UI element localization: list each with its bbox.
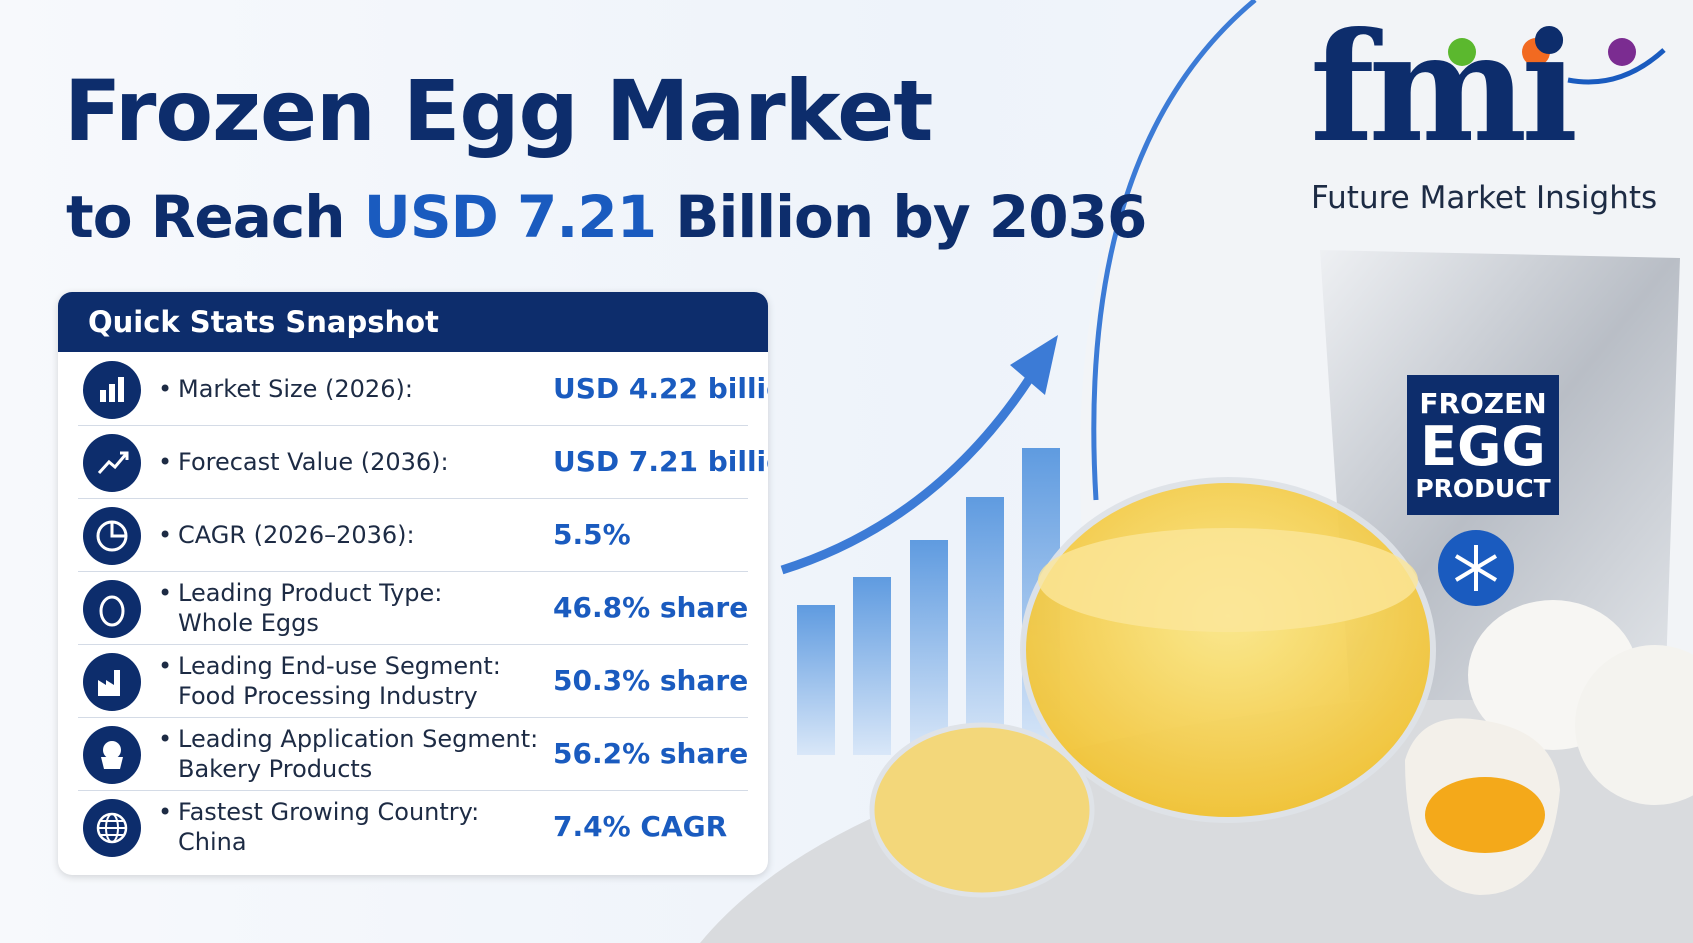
stat-label: Leading Product Type:Whole Eggs bbox=[178, 571, 442, 644]
stats-title: Quick Stats Snapshot bbox=[58, 292, 768, 352]
stat-label-line: Leading Product Type: bbox=[178, 578, 442, 608]
stat-icon bbox=[83, 580, 141, 638]
stat-detail: China bbox=[178, 827, 247, 856]
stat-icon bbox=[83, 434, 141, 492]
title: Frozen Egg Market bbox=[64, 62, 933, 160]
stat-row: Leading Product Type:Whole Eggs 46.8% sha… bbox=[78, 571, 748, 645]
subtitle-highlight: USD 7.21 bbox=[363, 183, 657, 251]
stat-icon bbox=[83, 507, 141, 565]
stat-row: Leading End-use Segment:Food Processing … bbox=[78, 644, 748, 718]
stat-label: CAGR (2026–2036): bbox=[178, 498, 415, 571]
stat-value: 5.5% bbox=[553, 518, 631, 551]
package-line: PRODUCT bbox=[1415, 474, 1551, 503]
logo-mark: fmi bbox=[1310, 0, 1578, 176]
stat-row: Leading Application Segment:Bakery Produ… bbox=[78, 717, 748, 791]
stat-label: Market Size (2026): bbox=[178, 352, 413, 425]
stat-value: 7.4% CAGR bbox=[553, 810, 728, 843]
stat-row: Forecast Value (2036): USD 7.21 billion bbox=[78, 425, 768, 499]
stat-label: Fastest Growing Country:China bbox=[178, 790, 479, 863]
stat-value: 56.2% share bbox=[553, 737, 749, 770]
stat-detail: Whole Eggs bbox=[178, 608, 319, 637]
stat-label-line: Leading Application Segment: bbox=[178, 724, 538, 754]
package-line: FROZEN bbox=[1419, 387, 1547, 420]
stat-label-line: Leading End-use Segment: bbox=[178, 651, 501, 681]
stat-row: Market Size (2026): USD 4.22 billion bbox=[78, 352, 768, 426]
stat-value: USD 4.22 billion bbox=[553, 372, 768, 405]
stat-icon bbox=[83, 799, 141, 857]
stat-label: Leading Application Segment:Bakery Produ… bbox=[178, 717, 538, 790]
stat-label-line: Forecast Value (2036): bbox=[178, 447, 449, 477]
package-line: EGG bbox=[1420, 415, 1546, 478]
stat-label: Forecast Value (2036): bbox=[178, 425, 449, 498]
logo-name: Future Market Insights bbox=[1311, 180, 1658, 216]
stat-detail: Bakery Products bbox=[178, 754, 373, 783]
stat-icon bbox=[83, 653, 141, 711]
stat-label: Leading End-use Segment:Food Processing … bbox=[178, 644, 501, 717]
subtitle: to Reach USD 7.21 Billion by 2036 bbox=[66, 183, 1147, 251]
subtitle-prefix: to Reach bbox=[66, 183, 346, 251]
stat-row: Fastest Growing Country:China 7.4% CAGR bbox=[78, 790, 748, 863]
stat-icon bbox=[83, 361, 141, 419]
stat-icon bbox=[83, 726, 141, 784]
stat-label-line: Fastest Growing Country: bbox=[178, 797, 479, 827]
subtitle-suffix: Billion by 2036 bbox=[675, 183, 1147, 251]
stat-label-line: Market Size (2026): bbox=[178, 374, 413, 404]
stat-detail: Food Processing Industry bbox=[178, 681, 478, 710]
stats-panel: Quick Stats Snapshot Market Size (2026):… bbox=[58, 292, 768, 875]
package-label: FROZEN EGG PRODUCT bbox=[1407, 375, 1559, 515]
stat-value: 46.8% share bbox=[553, 591, 749, 624]
stat-value: 50.3% share bbox=[553, 664, 749, 697]
stat-value: USD 7.21 billion bbox=[553, 445, 768, 478]
stat-row: CAGR (2026–2036): 5.5% bbox=[78, 498, 748, 572]
stat-label-line: CAGR (2026–2036): bbox=[178, 520, 415, 550]
